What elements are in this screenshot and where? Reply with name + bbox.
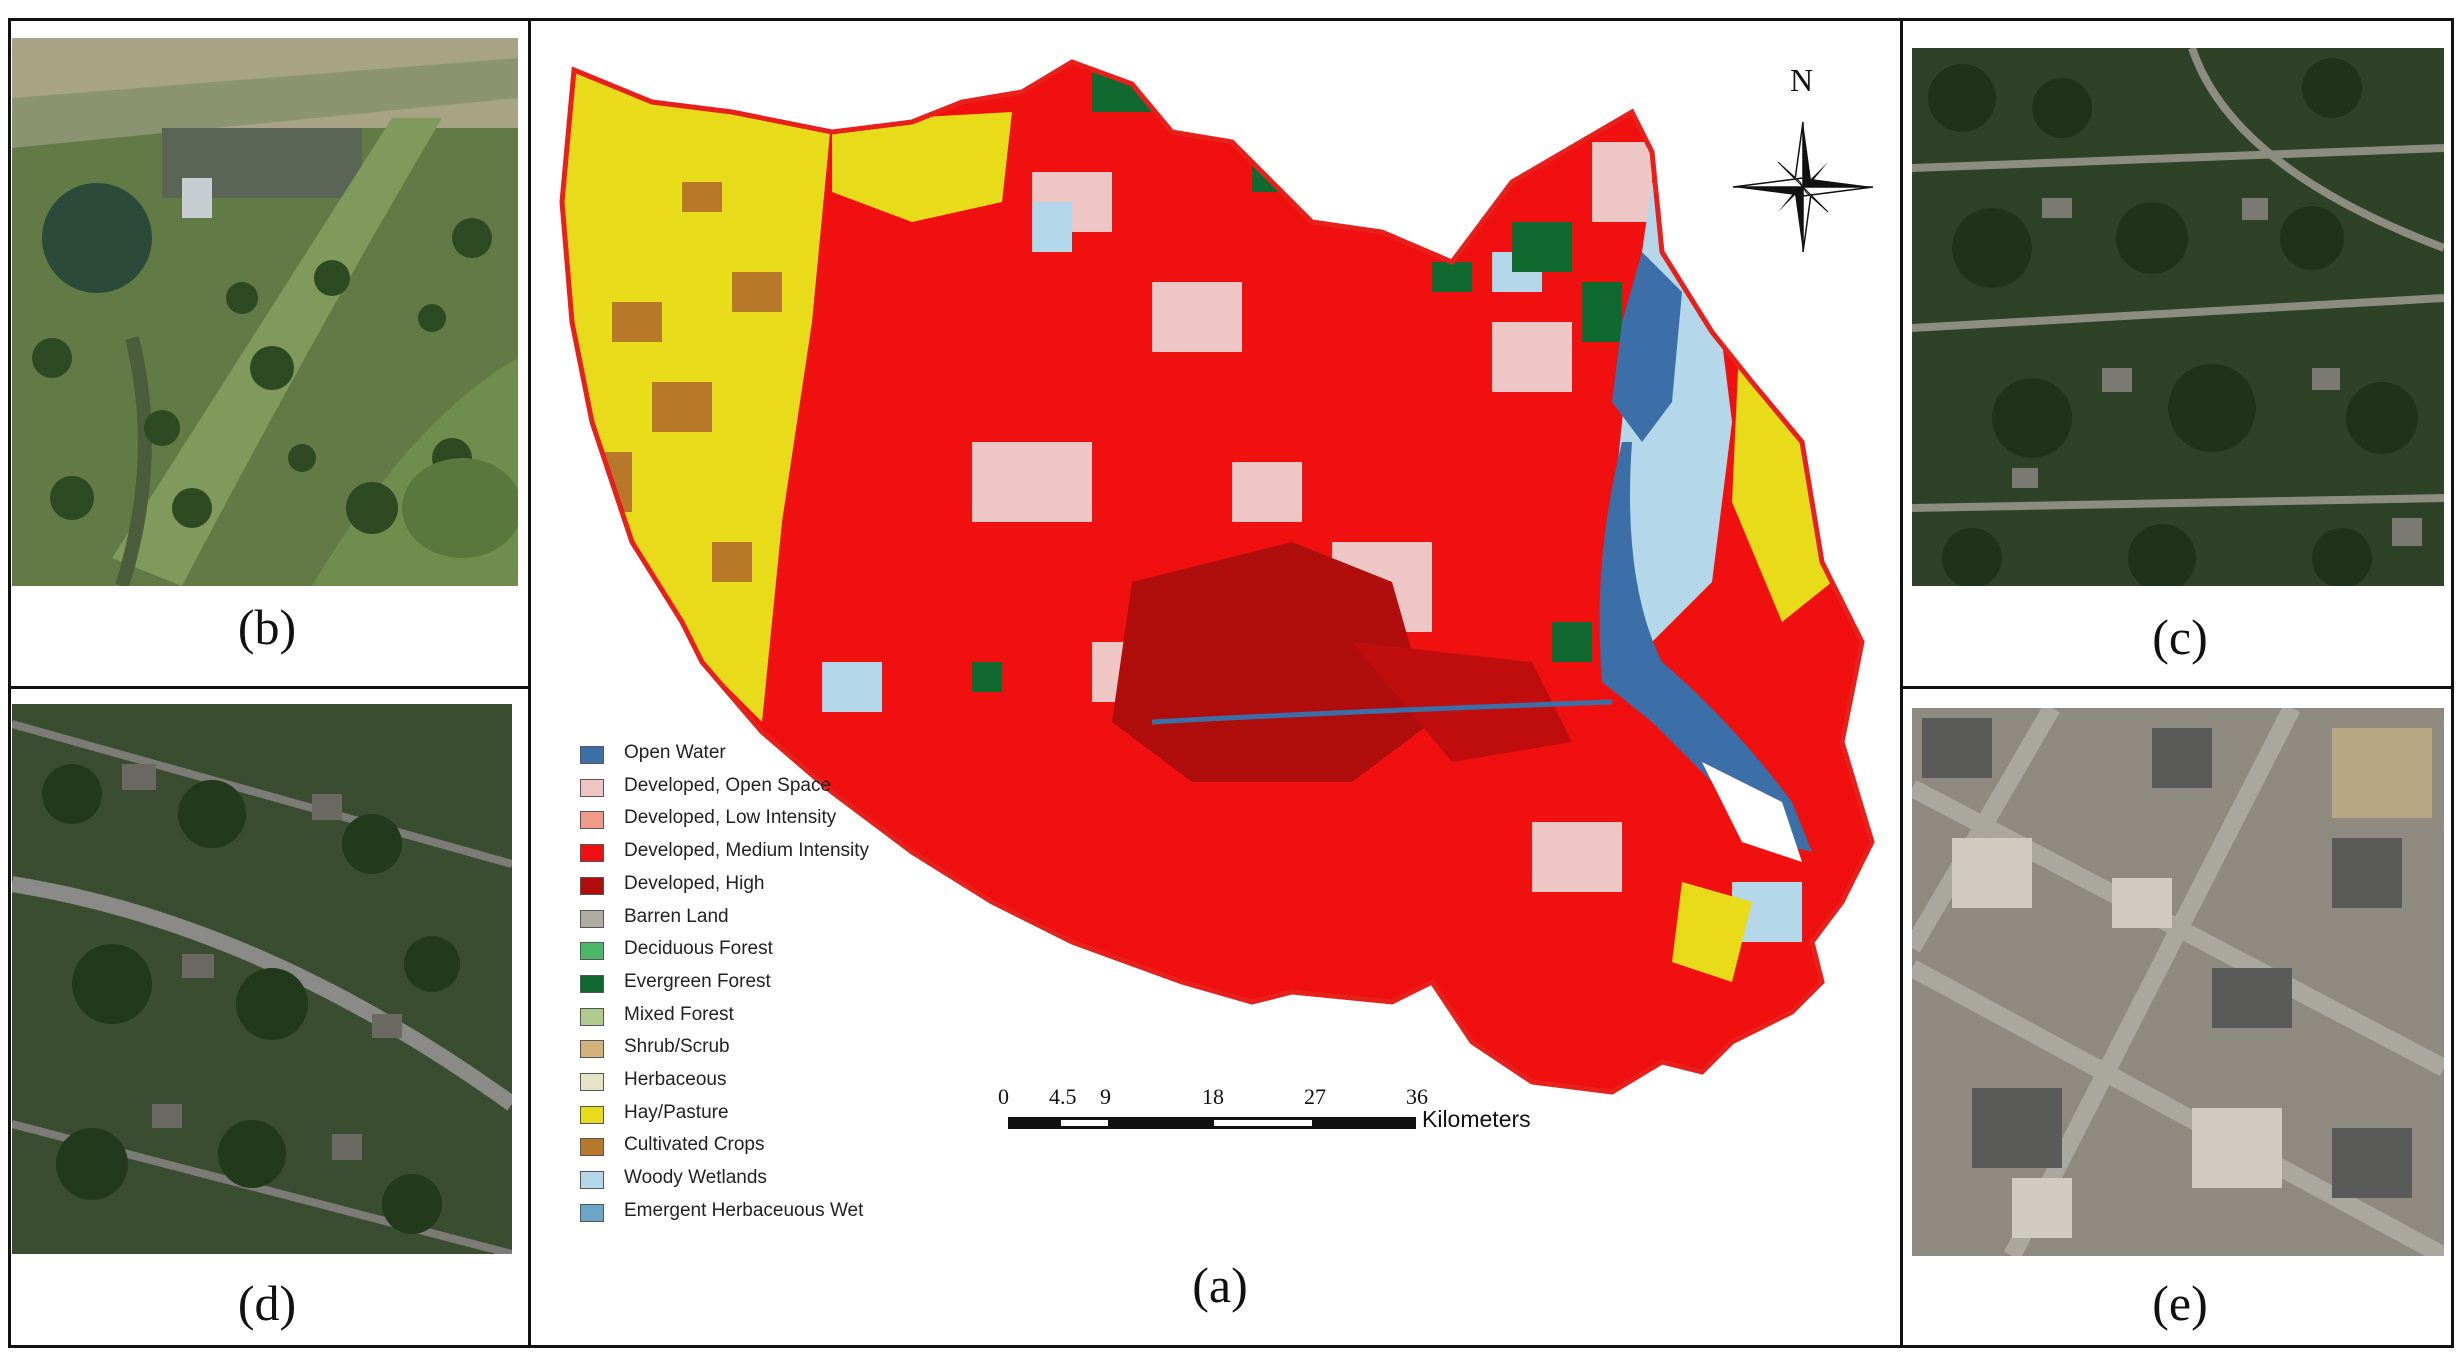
- legend-label: Deciduous Forest: [624, 938, 773, 960]
- legend-swatch: [580, 942, 604, 961]
- legend-label: Herbaceous: [624, 1069, 727, 1090]
- legend-item: Cultivated Crops: [580, 1132, 980, 1162]
- legend-label: Developed, Medium Intensity: [624, 840, 870, 862]
- legend-label: Evergreen Forest: [624, 970, 771, 992]
- north-label: N: [1790, 62, 1814, 98]
- caption-b: (b): [237, 599, 297, 655]
- legend-swatch: [580, 844, 604, 863]
- legend-item: Woody Wetlands: [580, 1165, 980, 1195]
- scale-tick-label: 0: [998, 1084, 1009, 1109]
- divider-left-middle: [8, 686, 530, 689]
- legend-label: Emergent Herbaceuous Wet: [624, 1199, 864, 1221]
- scale-tick-label: 4.5: [1049, 1084, 1077, 1109]
- legend-swatch: [580, 974, 604, 993]
- legend-item: Emergent Herbaceuous Wet: [580, 1198, 980, 1228]
- caption-c: (c): [2152, 609, 2208, 665]
- caption-e: (e): [2152, 1275, 2208, 1331]
- legend-label: Developed, Low Intensity: [624, 807, 837, 829]
- legend-swatch: [580, 909, 604, 928]
- legend-item: Barren Land: [580, 904, 980, 934]
- scale-tick-label: 27: [1304, 1084, 1326, 1109]
- legend-label: Woody Wetlands: [624, 1167, 767, 1189]
- legend-label: Mixed Forest: [624, 1003, 734, 1025]
- caption-a: (a): [1192, 1257, 1248, 1313]
- scale-bar: [1008, 1116, 1416, 1129]
- legend-item: Developed, High: [580, 871, 980, 901]
- scale-segment: [1214, 1120, 1312, 1126]
- divider-right-middle: [1900, 686, 2454, 689]
- legend-swatch: [580, 1073, 604, 1091]
- caption-d: (d): [237, 1275, 297, 1331]
- legend-item: Developed, Low Intensity: [580, 805, 980, 835]
- scale-segment: [1061, 1120, 1108, 1126]
- legend-label: Hay/Pasture: [624, 1101, 729, 1123]
- legend-label: Open Water: [624, 742, 726, 763]
- scale-tick-label: 18: [1202, 1084, 1224, 1109]
- legend-swatch: [580, 811, 604, 830]
- legend-item: Mixed Forest: [580, 1002, 980, 1032]
- legend-label: Developed, Open Space: [624, 774, 832, 796]
- legend-item: Open Water: [580, 740, 980, 770]
- legend-item: Developed, Open Space: [580, 773, 980, 803]
- legend-item: Evergreen Forest: [580, 969, 980, 999]
- divider-left: [528, 18, 531, 1348]
- legend-item: Developed, Medium Intensity: [580, 838, 980, 868]
- aerial-photo-c: [1912, 48, 2444, 586]
- legend-swatch: [580, 1203, 604, 1222]
- legend-swatch: [580, 1007, 604, 1026]
- legend-label: Developed, High: [624, 872, 765, 894]
- legend-item: Deciduous Forest: [580, 936, 980, 966]
- aerial-photo-d: [12, 704, 512, 1254]
- legend-label: Cultivated Crops: [624, 1134, 765, 1156]
- land-cover-map: [532, 22, 1898, 1344]
- legend-swatch: [580, 1105, 604, 1124]
- legend-item: Shrub/Scrub: [580, 1034, 980, 1064]
- aerial-photo-b: [12, 38, 518, 586]
- legend-item: Hay/Pasture: [580, 1100, 980, 1130]
- scale-tick-label: 36: [1406, 1084, 1428, 1109]
- legend-swatch: [580, 876, 604, 895]
- scale-unit-label: Kilometers: [1422, 1106, 1531, 1132]
- legend-swatch: [580, 1138, 604, 1157]
- aerial-photo-e: [1912, 708, 2444, 1256]
- legend-swatch: [580, 1040, 604, 1059]
- legend-swatch: [580, 746, 604, 764]
- legend-swatch: [580, 1171, 604, 1190]
- legend-swatch: [580, 778, 604, 797]
- legend-label: Shrub/Scrub: [624, 1036, 730, 1058]
- legend-item: Herbaceous: [580, 1067, 980, 1097]
- figure-frame: [8, 18, 2454, 1348]
- north-arrow: [1728, 102, 1878, 272]
- scale-tick-label: 9: [1100, 1084, 1111, 1109]
- legend-label: Barren Land: [624, 905, 729, 927]
- divider-right: [1900, 18, 1903, 1348]
